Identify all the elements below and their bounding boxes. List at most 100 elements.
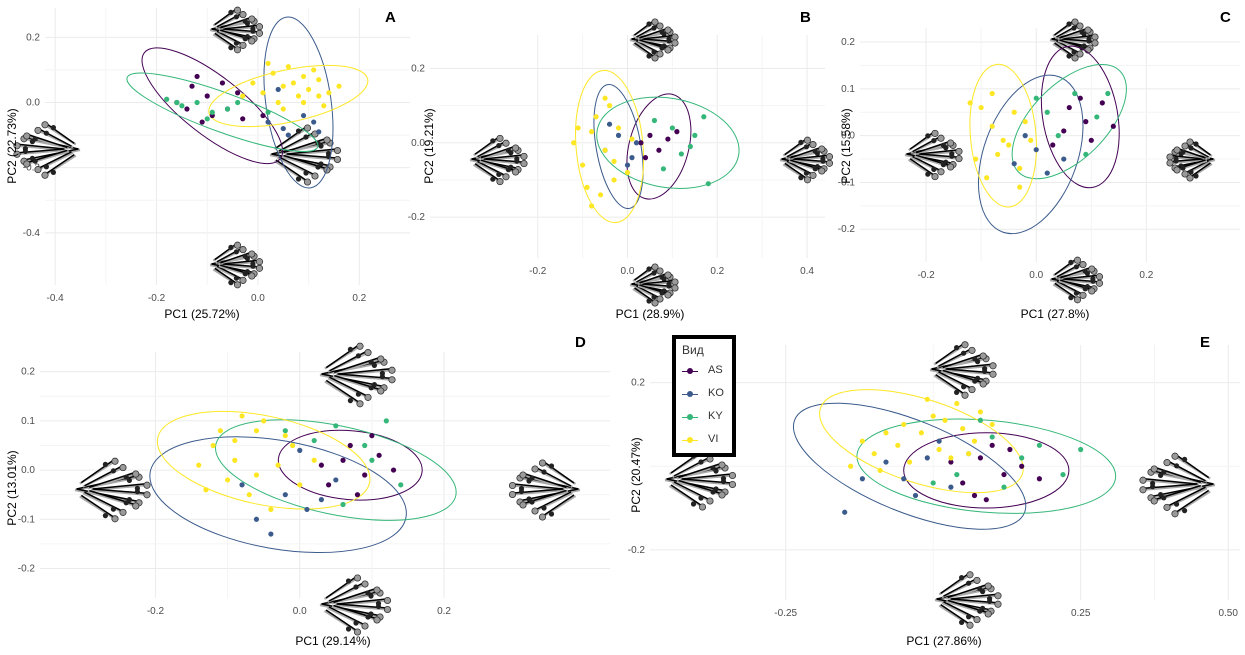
y-axis-title: PC2 (20.47%) xyxy=(629,437,643,512)
landmark-point-dark xyxy=(798,175,804,181)
legend-label-vi: VI xyxy=(708,433,719,445)
landmark-point-dark xyxy=(365,590,371,596)
landmark-point xyxy=(651,18,659,26)
point-ko xyxy=(253,516,260,522)
landmark-point-dark xyxy=(666,38,672,44)
point-ky xyxy=(383,418,389,424)
landmark-point-dark xyxy=(110,468,116,474)
landmark-point-dark xyxy=(22,148,28,154)
landmark-point xyxy=(323,136,331,144)
point-as xyxy=(674,129,680,135)
x-axis-title: PC1 (27.86%) xyxy=(906,634,981,648)
landmark-point xyxy=(656,50,664,58)
landmark-point xyxy=(143,491,151,499)
y-axis-title: PC2 (22.73%) xyxy=(5,108,19,183)
landmark-point xyxy=(1073,296,1082,304)
landmark-point xyxy=(383,605,392,614)
landmark-point xyxy=(1139,476,1147,484)
landmark-point xyxy=(233,6,242,14)
landmark-point xyxy=(333,155,342,164)
point-vi xyxy=(321,103,327,109)
landmark-point xyxy=(361,580,369,588)
point-vi xyxy=(311,67,317,73)
x-tick-label: 0.50 xyxy=(1218,608,1238,619)
point-vi xyxy=(995,151,1001,157)
point-vi xyxy=(1017,184,1023,190)
landmark-point-dark xyxy=(812,166,818,172)
landmark-point-dark xyxy=(505,167,511,173)
y-axis-title: PC2 (13.01%) xyxy=(5,450,19,525)
landmark-point-dark xyxy=(961,350,967,356)
landmark-point-dark xyxy=(1158,492,1164,498)
point-vi xyxy=(989,123,995,129)
x-axis-title: PC1 (25.72%) xyxy=(164,307,239,321)
landmark-shape-light xyxy=(534,492,573,512)
ellipse-vi xyxy=(156,410,371,510)
landmark-point xyxy=(961,391,969,399)
landmark-point xyxy=(968,386,976,394)
landmark-point-dark xyxy=(1082,286,1088,292)
point-vi xyxy=(966,451,972,457)
panel-e: -0.25 0.25 0.50 -0.2 0.2 E PC1 (27.86%) PC2 (20… xyxy=(628,334,1240,648)
landmark-point-dark xyxy=(940,162,947,168)
point-vi xyxy=(973,156,979,162)
landmark-point-dark xyxy=(250,263,256,269)
landmark-shape-dark xyxy=(17,143,65,150)
landmark-point xyxy=(984,582,992,590)
landmark-point-dark xyxy=(659,29,665,35)
point-vi xyxy=(859,438,866,444)
legend-label-ky: KY xyxy=(708,410,723,422)
landmark-point-dark xyxy=(32,158,38,164)
landmark-point-dark xyxy=(496,171,502,177)
landmark-shape-dark xyxy=(543,460,575,484)
landmark-point xyxy=(111,515,119,523)
landmark-point xyxy=(931,129,939,137)
landmark-point xyxy=(955,155,963,163)
point-vi xyxy=(326,90,332,96)
landmark-point xyxy=(968,346,976,354)
landmark-point xyxy=(1073,256,1082,264)
panel-b: -0.2 0.0 0.2 0.4 -0.2 0.0 0.2 B PC1 (28.9%) PC2 (… xyxy=(408,9,834,321)
landmark-point-dark xyxy=(1193,173,1199,179)
landmark-point xyxy=(1186,174,1194,182)
y-tick-label: 0.2 xyxy=(26,32,40,43)
landmark-point-dark xyxy=(1079,29,1085,35)
point-ky xyxy=(701,114,707,120)
point-ko xyxy=(629,155,635,161)
landmark-point xyxy=(255,23,264,31)
landmark-point-dark xyxy=(355,391,361,397)
point-vi xyxy=(275,462,281,468)
landmark-point xyxy=(364,393,372,401)
point-vi xyxy=(250,80,256,86)
point-ky xyxy=(362,442,368,449)
landmark-point-dark xyxy=(50,169,57,175)
point-vi xyxy=(606,103,613,109)
landmark-point xyxy=(664,291,672,299)
landmark-point-dark xyxy=(347,398,353,404)
landmark-point xyxy=(1173,166,1181,174)
landmark-point-dark xyxy=(123,474,129,480)
point-vi xyxy=(989,90,995,97)
landmark-point-dark xyxy=(1082,268,1088,274)
landmark-point-dark xyxy=(242,253,248,259)
landmark-shape-dark xyxy=(641,279,675,285)
landmark-shape-dark xyxy=(940,603,970,625)
point-ko xyxy=(333,477,339,483)
landmark-shape-dark xyxy=(670,484,702,507)
landmark-shape-dark xyxy=(84,465,123,487)
landmark-shape-dark xyxy=(784,162,807,179)
point-as xyxy=(340,457,346,463)
landmark-point xyxy=(520,160,528,168)
landmark-shape-dark xyxy=(543,494,575,517)
legend-dot-ko xyxy=(687,391,693,397)
point-vi xyxy=(297,482,303,488)
landmark-point-dark xyxy=(925,171,931,177)
panel-tag: D xyxy=(575,334,586,351)
point-ky xyxy=(930,480,936,486)
landmark-point-dark xyxy=(1188,169,1194,175)
landmark-shape-dark xyxy=(222,259,259,265)
landmark-point-dark xyxy=(529,475,535,481)
landmark-point-dark xyxy=(646,53,652,59)
landmark-point xyxy=(818,167,826,175)
point-as xyxy=(1061,128,1067,134)
